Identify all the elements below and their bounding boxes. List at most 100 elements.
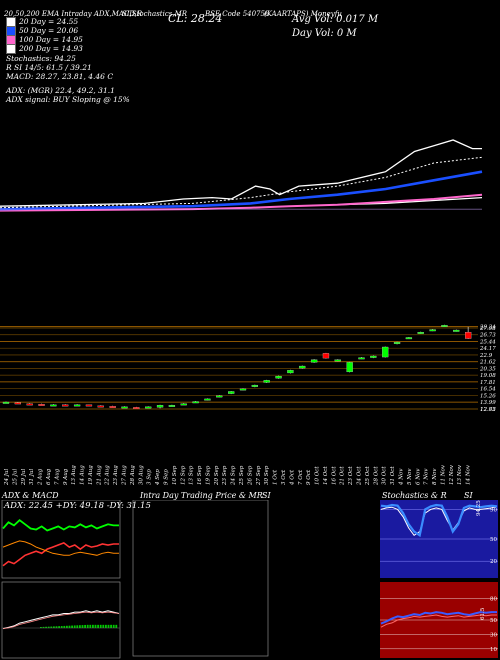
price-line — [0, 139, 482, 207]
bull-candle — [50, 404, 57, 407]
date-tick-label: 30 Sep — [264, 465, 270, 485]
date-tick-label: 12 Sep — [180, 465, 186, 485]
rsi-tick-label: 50 — [490, 618, 497, 624]
intraday-panel-title: Intra Day Trading Price & MR — [140, 491, 263, 500]
date-tick-label: 7 Aug — [54, 468, 60, 485]
bull-candle — [405, 337, 413, 340]
date-tick-label: 3 Oct — [281, 469, 287, 485]
date-tick-label: 1 Oct — [273, 469, 279, 485]
date-tick-label: 22 Aug — [105, 465, 111, 486]
date-tick-label: 4 Nov — [398, 468, 404, 486]
header-top-center: SI,Stochastics,MR — [122, 10, 188, 18]
date-tick-label: 13 Aug — [71, 465, 77, 485]
rsi-tick-label: 10 — [490, 647, 497, 653]
bull-candle — [121, 406, 128, 409]
ema-overlay — [0, 139, 483, 212]
legend-ema200: 200 Day = 14.93 — [6, 44, 83, 54]
date-tick-label: 4 Sep — [155, 469, 161, 486]
ema100-line — [0, 193, 483, 212]
bull-candle — [145, 406, 152, 409]
bull-candle — [275, 375, 282, 379]
price-level-label: 28.24 — [479, 325, 496, 331]
adx-panel-values: ADX: 22.45 +DY: 49.18 -DY: 31.15 — [4, 501, 151, 511]
macd-histogram-bar — [76, 625, 79, 628]
date-tick-label: 19 Aug — [88, 465, 94, 485]
bull-candle — [453, 329, 460, 332]
bull-candle — [370, 355, 377, 358]
bull-candle — [204, 398, 211, 401]
macd-histogram-bar — [45, 626, 47, 628]
bear-candle — [85, 404, 93, 407]
date-tick-label: 13 Sep — [189, 465, 195, 485]
price-level-label: 12.65 — [480, 407, 496, 413]
bull-candle — [192, 401, 199, 404]
bull-candle — [216, 395, 223, 398]
date-tick-label: 11 Nov — [440, 464, 446, 485]
header-top-left: 20,50,200 EMA Intraday ADX,MACD,R — [4, 10, 143, 18]
date-tick-label: 9 Sep — [163, 469, 169, 485]
macd-histogram-bar — [73, 625, 76, 628]
macd-histogram-bar — [71, 625, 73, 628]
macd-histogram-bar — [40, 627, 42, 628]
bottom-panels: 90 50 20 94.25 80 50 30 10 61.5 — [1, 500, 498, 659]
macd-histogram-bar — [55, 626, 58, 628]
date-tick-label: 7 Oct — [298, 469, 304, 485]
bull-candle — [299, 365, 306, 369]
date-tick-label: 2 Aug — [38, 468, 44, 486]
bear-candle — [322, 353, 330, 359]
rsi-value-label: 61.5 — [480, 607, 486, 620]
macd-histogram-bar — [102, 624, 105, 628]
date-tick-label: 16 Oct — [331, 466, 337, 485]
rsi-r-line — [380, 614, 497, 628]
bear-candle — [38, 404, 45, 406]
date-tick-label: 14 Oct — [323, 466, 329, 485]
ema50-line — [0, 170, 483, 211]
script-code: BSE Code 540756 — [205, 10, 270, 18]
bull-candle — [393, 342, 401, 344]
stoch-panel-title: Stochastics & R — [382, 491, 447, 500]
rsi-si-line — [380, 611, 497, 625]
adx-signal: ADX signal: BUY Sloping @ 15% — [6, 95, 130, 104]
macd-histogram-bar — [81, 625, 84, 628]
price-level-label: 13.99 — [480, 400, 496, 406]
bull-candle — [417, 332, 424, 334]
si-title-1: SI — [262, 491, 271, 500]
date-tick-label: 25 Jul — [12, 469, 18, 486]
legend-label: 50 Day = 20.06 — [19, 26, 79, 35]
macd-value: MACD: 28.27, 23.81, 4.46 C — [6, 72, 114, 81]
price-levels: 28.2427.9826.7325.4424.1722.921.6220.351… — [0, 325, 496, 413]
bull-candle — [382, 346, 389, 358]
date-tick-label: 12 Nov — [449, 464, 455, 485]
stoch-line — [380, 503, 498, 538]
date-tick-label: 30 Aug — [138, 465, 144, 485]
bull-candle — [156, 405, 164, 408]
si-title-2: SI — [464, 491, 473, 500]
macd-histogram-bar — [94, 624, 97, 628]
date-tick-label: 19 Sep — [205, 465, 211, 485]
macd-histogram-bar — [58, 626, 60, 628]
date-tick-label: 26 Sep — [247, 465, 253, 486]
bull-candle — [2, 401, 10, 404]
day-volume: Day Vol: 0 M — [292, 28, 357, 39]
macd-histogram-bar — [84, 624, 86, 628]
macd-histogram-bar — [53, 626, 55, 628]
macd-histogram-bar — [60, 626, 63, 628]
macd-histogram-bar — [68, 625, 71, 628]
legend-swatch — [6, 44, 16, 54]
date-tick-label: 3 Sep — [147, 469, 153, 485]
date-tick-label: 25 Oct — [365, 466, 371, 486]
legend-label: 20 Day = 24.55 — [19, 17, 79, 26]
stoch-tick-label: 50 — [490, 537, 497, 543]
price-level-label: 15.26 — [480, 393, 496, 399]
bull-candle — [441, 325, 448, 327]
price-level-label: 20.35 — [479, 366, 496, 372]
price-level-label: 22.9 — [479, 353, 493, 359]
date-tick-label: 14 Aug — [80, 465, 86, 485]
rsi-value: R SI 14/5: 61.5 / 39.21 — [6, 63, 92, 72]
avg-volume: Avg Vol: 0.017 M — [292, 14, 379, 25]
bull-candle — [168, 405, 176, 407]
price-level-label: 19.08 — [480, 373, 496, 379]
date-axis: 24 Jul 25 Jul 29 Jul 31 Jul 2 Aug 6 Aug 7 Aug 9… — [4, 464, 472, 486]
price-level-label: 16.54 — [480, 387, 496, 393]
date-tick-label: 29 Jul — [21, 469, 27, 486]
